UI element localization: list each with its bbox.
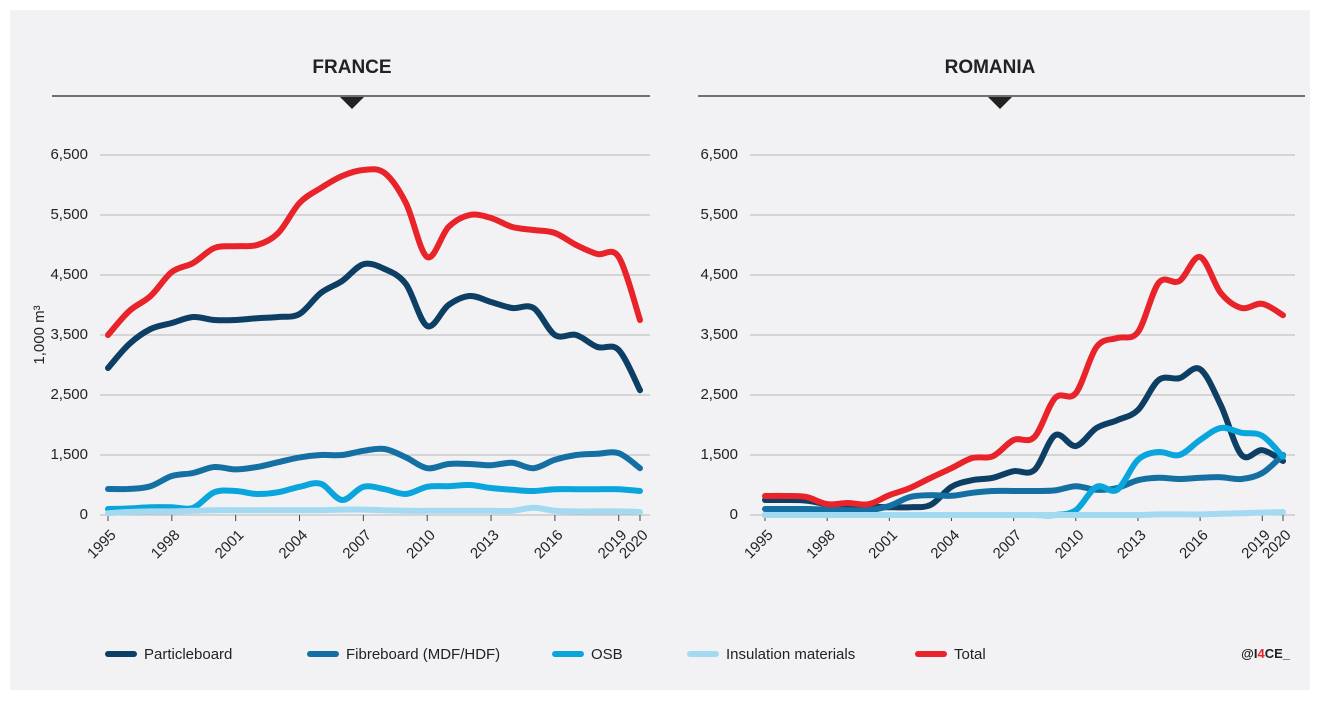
y-tick-label: 3,500 [50,326,88,343]
credit-part: CE_ [1265,646,1291,661]
y-tick-label: 4,500 [50,266,88,283]
legend-label: Total [954,646,986,663]
y-tick-label: 2,500 [700,386,738,403]
credit-part: 4 [1257,646,1265,661]
legend-label: Insulation materials [726,646,855,663]
y-tick-label: 6,500 [700,146,738,163]
background [10,10,1310,690]
y-tick-label: 0 [730,506,738,523]
legend-label: OSB [591,646,623,663]
y-tick-label: 1,500 [700,446,738,463]
panel-title: FRANCE [312,57,391,78]
y-tick-label: 6,500 [50,146,88,163]
y-tick-label: 5,500 [50,206,88,223]
credit: @I4CE_ [1241,646,1291,661]
series-line [762,452,1286,514]
y-tick-label: 4,500 [700,266,738,283]
y-tick-label: 1,500 [50,446,88,463]
series-line [105,445,643,493]
legend-label: Fibreboard (MDF/HDF) [346,646,500,663]
y-tick-label: 2,500 [50,386,88,403]
series-line [105,166,643,338]
series-line [105,480,643,512]
credit-part: @I [1241,646,1257,661]
legend-label: Particleboard [144,646,232,663]
y-tick-label: 3,500 [700,326,738,343]
panel-title: ROMANIA [945,57,1036,78]
series-line [105,260,643,394]
title-pointer [340,97,364,109]
title-pointer [988,97,1012,109]
y-axis-title: 1,000 m³ [31,305,48,364]
series-line [762,254,1286,508]
series-line [105,504,643,517]
series-line [762,509,1286,519]
y-tick-label: 0 [80,506,88,523]
y-tick-label: 5,500 [700,206,738,223]
series-line [762,365,1286,511]
